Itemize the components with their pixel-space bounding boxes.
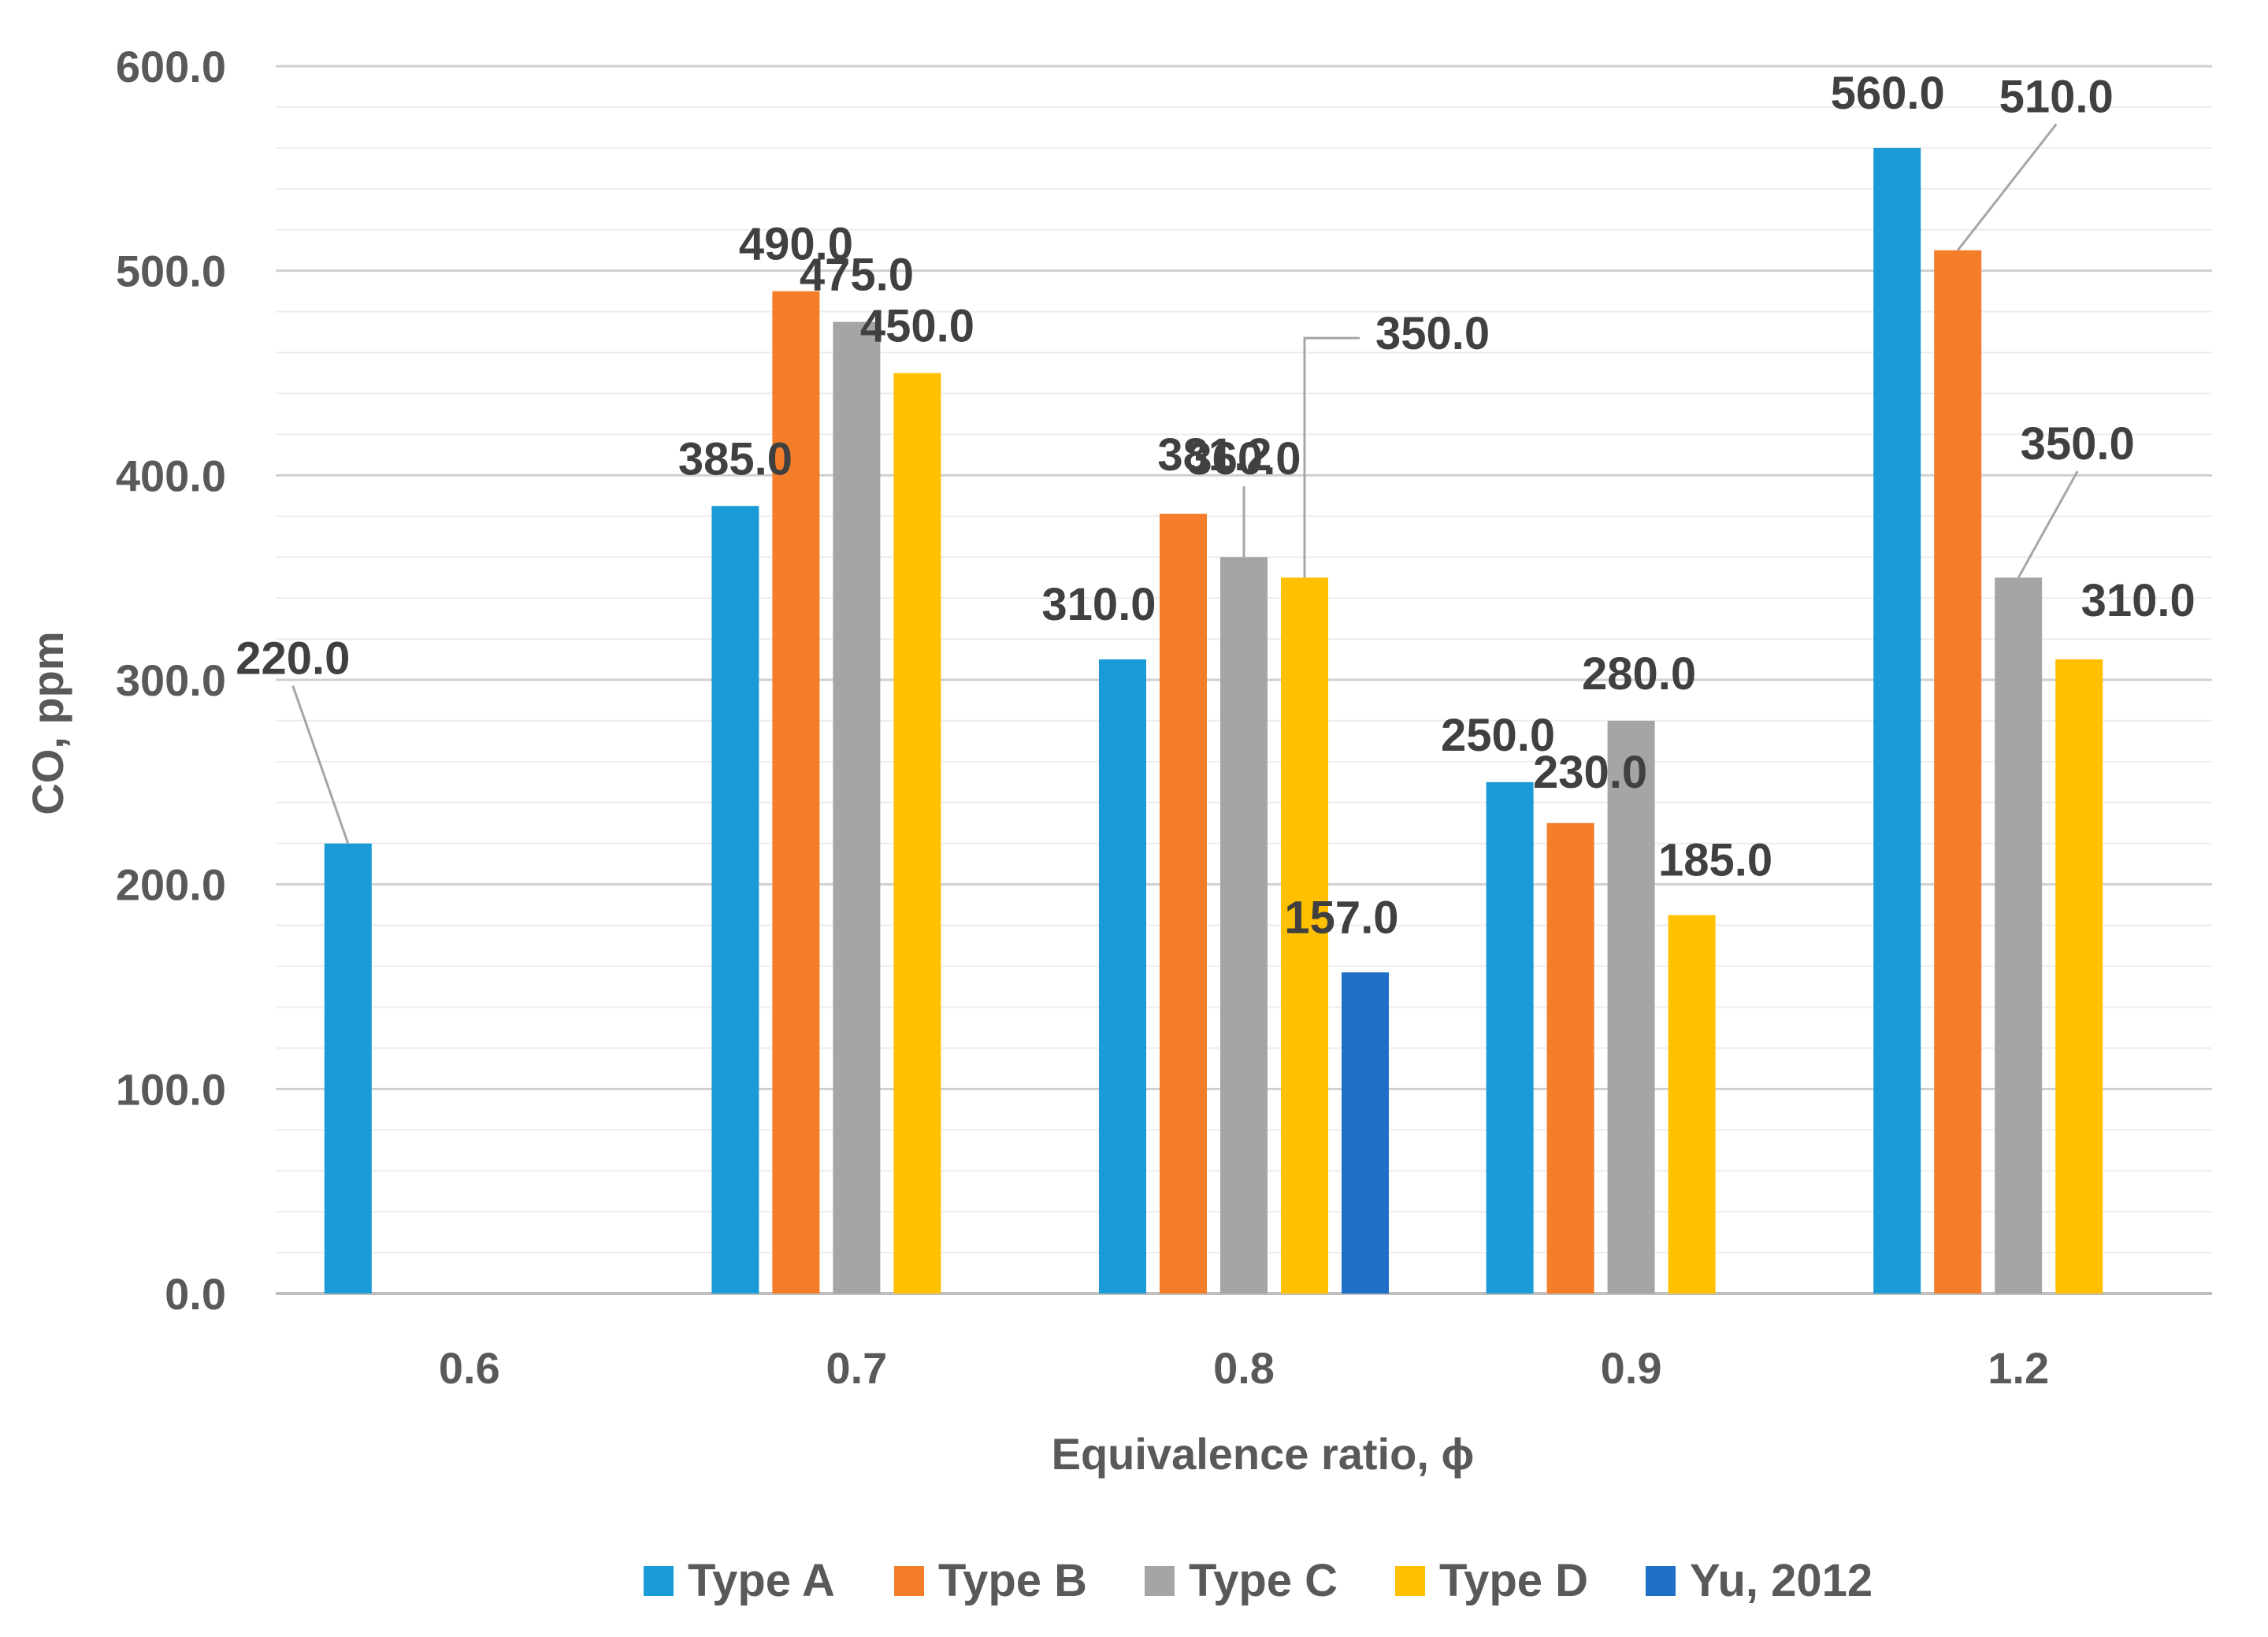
x-tick-label: 1.2: [1988, 1343, 2049, 1393]
legend-label: Type C: [1189, 1555, 1338, 1606]
data-label: 350.0: [1375, 308, 1490, 359]
data-label: 250.0: [1441, 710, 1555, 761]
data-label: 490.0: [739, 219, 853, 270]
data-label: 510.0: [1999, 72, 2114, 123]
data-label: 381.2: [1157, 429, 1271, 481]
data-labels: 220.0 385.0 310.0 250.0 560.0 490.0 381.2 230.0…: [236, 68, 2196, 943]
legend-label: Type A: [688, 1555, 835, 1606]
legend-item: Type A: [644, 1555, 835, 1606]
y-tick-label: 300.0: [116, 655, 226, 705]
data-label: 185.0: [1658, 835, 1772, 886]
legend-label: Type B: [938, 1555, 1087, 1606]
legend-item: Yu, 2012: [1646, 1555, 1873, 1606]
legend-label: Yu, 2012: [1690, 1555, 1873, 1606]
bar: [1607, 720, 1655, 1294]
bar: [1546, 822, 1594, 1294]
bar: [772, 291, 820, 1294]
bar: [711, 506, 759, 1294]
legend-item: Type B: [894, 1555, 1087, 1606]
data-label: 230.0: [1533, 747, 1647, 798]
x-axis-title: Equivalence ratio, ϕ: [1052, 1429, 1475, 1479]
y-tick-label: 100.0: [116, 1064, 226, 1114]
y-tick-label: 200.0: [116, 860, 226, 910]
data-label: 220.0: [236, 633, 350, 685]
legend-swatch: [1646, 1566, 1676, 1596]
bar: [1281, 577, 1328, 1294]
legend-item: Type D: [1395, 1555, 1588, 1606]
bar: [1934, 250, 1982, 1294]
x-tick-label: 0.9: [1601, 1343, 1662, 1393]
legend-swatch: [644, 1566, 674, 1596]
data-label: 310.0: [1041, 579, 1156, 630]
x-tick-label: 0.7: [826, 1343, 887, 1393]
y-axis-title: CO, ppm: [23, 631, 72, 815]
bar: [833, 321, 881, 1294]
data-label: 157.0: [1284, 892, 1398, 943]
y-tick-label: 0.0: [165, 1269, 226, 1319]
leader-line: [1303, 336, 1360, 578]
x-tick-label: 0.6: [439, 1343, 500, 1393]
legend-label: Type D: [1439, 1555, 1588, 1606]
data-label: 280.0: [1582, 648, 1696, 700]
y-tick-label: 500.0: [116, 247, 226, 296]
x-axis-ticks: 0.6 0.7 0.8 0.9 1.2: [439, 1343, 2049, 1393]
data-label: 385.0: [678, 433, 793, 484]
bar: [1099, 659, 1146, 1294]
legend-swatch: [894, 1566, 924, 1596]
bar: [1995, 577, 2043, 1294]
bar: [1873, 147, 1921, 1294]
bar: [1668, 915, 1716, 1294]
bar: [324, 843, 372, 1294]
data-label: 475.0: [800, 250, 914, 301]
bar: [1160, 514, 1207, 1294]
data-label: 310.0: [2081, 575, 2196, 626]
bar: [2055, 659, 2103, 1294]
bar: [1342, 972, 1389, 1294]
bar: [1486, 781, 1534, 1294]
data-label: 350.0: [2021, 418, 2135, 470]
bar: [893, 373, 941, 1294]
label-leader-lines: [291, 123, 2079, 844]
data-label: 360.0: [1186, 433, 1301, 484]
data-label: 560.0: [1831, 68, 1945, 119]
y-axis-ticks: 0.0 100.0 200.0 300.0 400.0 500.0 600.0: [116, 42, 226, 1319]
bar: [1220, 557, 1268, 1294]
leader-line: [1957, 123, 2058, 251]
bars: [324, 147, 2103, 1294]
x-tick-label: 0.8: [1213, 1343, 1275, 1393]
leader-line: [291, 685, 350, 844]
leader-line: [2017, 470, 2079, 578]
legend-swatch: [1395, 1566, 1425, 1596]
data-label: 450.0: [860, 301, 974, 352]
legend-swatch: [1145, 1566, 1175, 1596]
legend: Type A Type B Type C Type D Yu, 2012: [644, 1555, 1873, 1606]
legend-item: Type C: [1145, 1555, 1338, 1606]
y-tick-label: 400.0: [116, 451, 226, 500]
y-tick-label: 600.0: [116, 42, 226, 91]
